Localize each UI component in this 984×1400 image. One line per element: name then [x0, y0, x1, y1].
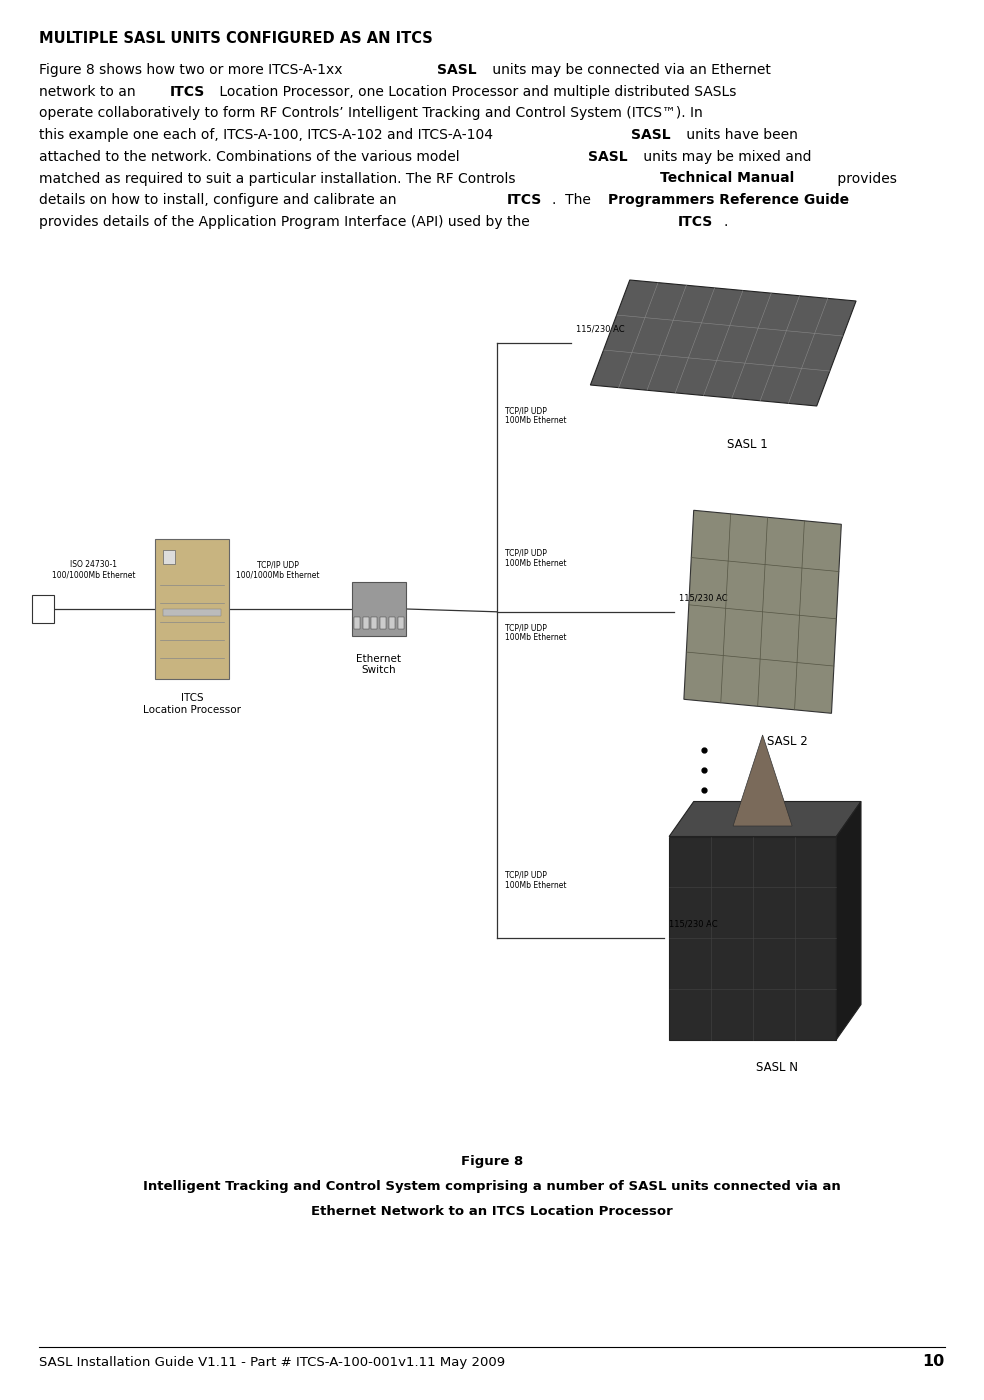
Text: units may be mixed and: units may be mixed and — [639, 150, 812, 164]
FancyBboxPatch shape — [351, 582, 405, 636]
Text: operate collaboratively to form RF Controls’ Intelligent Tracking and Control Sy: operate collaboratively to form RF Contr… — [39, 106, 704, 120]
Text: units have been: units have been — [682, 129, 798, 143]
Bar — [362, 617, 368, 629]
Text: network to an: network to an — [39, 84, 141, 98]
Text: ITCS: ITCS — [169, 84, 205, 98]
Text: Intelligent Tracking and Control System comprising a number of SASL units connec: Intelligent Tracking and Control System … — [143, 1180, 841, 1193]
Bar — [380, 617, 386, 629]
Text: 115/230 AC: 115/230 AC — [576, 325, 624, 333]
Text: SASL 2: SASL 2 — [767, 735, 808, 748]
Text: ISO 24730-1
100/1000Mb Ethernet: ISO 24730-1 100/1000Mb Ethernet — [52, 560, 135, 580]
Bar — [372, 617, 378, 629]
Text: Figure 8 shows how two or more ITCS-A-1xx: Figure 8 shows how two or more ITCS-A-1x… — [39, 63, 347, 77]
FancyBboxPatch shape — [155, 539, 228, 679]
Polygon shape — [733, 735, 792, 826]
Text: Figure 8: Figure 8 — [461, 1155, 523, 1168]
Bar — [354, 617, 360, 629]
Text: units may be connected via an Ethernet: units may be connected via an Ethernet — [488, 63, 770, 77]
Text: 10: 10 — [922, 1354, 945, 1369]
Polygon shape — [836, 801, 861, 1039]
Text: Technical Manual: Technical Manual — [660, 172, 794, 185]
Text: .: . — [723, 216, 728, 230]
Polygon shape — [590, 280, 856, 406]
Text: details on how to install, configure and calibrate an: details on how to install, configure and… — [39, 193, 401, 207]
Text: ITCS
Location Processor: ITCS Location Processor — [143, 693, 241, 714]
Bar — [162, 609, 220, 616]
Text: SASL: SASL — [437, 63, 476, 77]
Text: matched as required to suit a particular installation. The RF Controls: matched as required to suit a particular… — [39, 172, 521, 185]
Text: ITCS: ITCS — [678, 216, 713, 230]
Text: TCP/IP UDP
100Mb Ethernet: TCP/IP UDP 100Mb Ethernet — [505, 623, 567, 643]
Text: SASL: SASL — [587, 150, 628, 164]
Text: .  The: . The — [552, 193, 595, 207]
Text: 115/230 AC: 115/230 AC — [669, 920, 717, 928]
Bar — [398, 617, 403, 629]
Bar — [32, 595, 54, 623]
Text: SASL 1: SASL 1 — [727, 438, 769, 451]
Text: SASL: SASL — [631, 129, 670, 143]
Text: SASL Installation Guide V1.11 - Part # ITCS-A-100-001v1.11 May 2009: SASL Installation Guide V1.11 - Part # I… — [39, 1357, 506, 1369]
Text: TCP/IP UDP
100/1000Mb Ethernet: TCP/IP UDP 100/1000Mb Ethernet — [236, 560, 319, 580]
Text: TCP/IP UDP
100Mb Ethernet: TCP/IP UDP 100Mb Ethernet — [505, 871, 567, 890]
Bar — [669, 836, 836, 1039]
Text: Ethernet Network to an ITCS Location Processor: Ethernet Network to an ITCS Location Pro… — [311, 1205, 673, 1218]
Text: this example one each of, ITCS-A-100, ITCS-A-102 and ITCS-A-104: this example one each of, ITCS-A-100, IT… — [39, 129, 498, 143]
Bar — [389, 617, 395, 629]
Text: ITCS: ITCS — [507, 193, 541, 207]
Text: SASL N: SASL N — [757, 1061, 798, 1074]
Text: Programmers Reference Guide: Programmers Reference Guide — [607, 193, 849, 207]
Text: MULTIPLE SASL UNITS CONFIGURED AS AN ITCS: MULTIPLE SASL UNITS CONFIGURED AS AN ITC… — [39, 31, 433, 46]
Text: provides: provides — [833, 172, 897, 185]
Polygon shape — [684, 511, 841, 714]
Text: 115/230 AC: 115/230 AC — [679, 594, 727, 602]
Text: TCP/IP UDP
100Mb Ethernet: TCP/IP UDP 100Mb Ethernet — [505, 549, 567, 568]
Text: attached to the network. Combinations of the various model: attached to the network. Combinations of… — [39, 150, 464, 164]
Text: Location Processor, one Location Processor and multiple distributed SASLs: Location Processor, one Location Process… — [215, 84, 737, 98]
Bar — [162, 550, 175, 564]
Text: Ethernet
Switch: Ethernet Switch — [356, 654, 401, 675]
Text: TCP/IP UDP
100Mb Ethernet: TCP/IP UDP 100Mb Ethernet — [505, 406, 567, 426]
Polygon shape — [669, 801, 861, 836]
Text: provides details of the Application Program Interface (API) used by the: provides details of the Application Prog… — [39, 216, 534, 230]
